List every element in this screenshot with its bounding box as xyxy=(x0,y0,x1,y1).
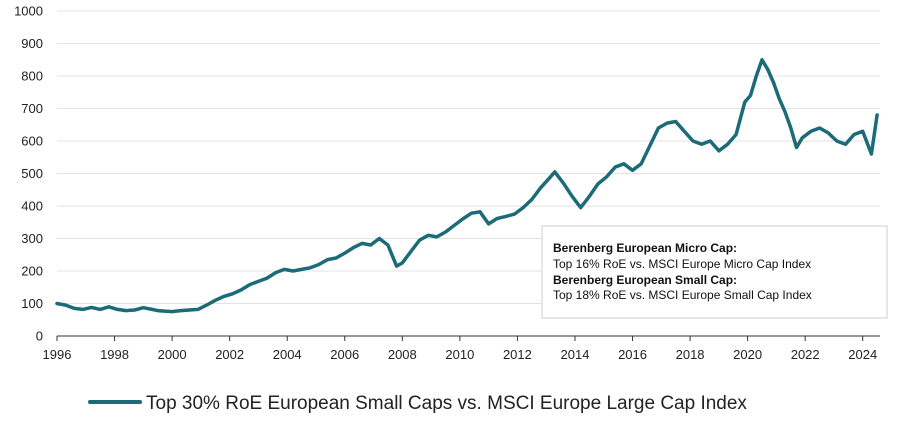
legend: Top 30% RoE European Small Caps vs. MSCI… xyxy=(88,393,747,414)
legend-label: Top 30% RoE European Small Caps vs. MSCI… xyxy=(146,393,747,414)
x-tick-label: 2002 xyxy=(215,347,244,362)
x-tick-label: 2014 xyxy=(561,347,590,362)
y-axis-ticks: 0 100 200 300 400 500 600 700 800 900 1000 xyxy=(14,4,43,344)
x-tick-label: 2016 xyxy=(618,347,647,362)
annotation-small-cap-desc: Top 18% RoE vs. MSCI Europe Small Cap In… xyxy=(553,288,812,302)
x-tick-label: 1996 xyxy=(43,347,72,362)
y-tick-label: 200 xyxy=(21,264,43,279)
y-tick-label: 300 xyxy=(21,231,43,246)
x-tick-label: 2008 xyxy=(388,347,417,362)
x-axis-ticks: 1996 1998 2000 2002 2004 2006 2008 2010 2012 2014… xyxy=(43,336,877,362)
x-tick-label: 2006 xyxy=(330,347,359,362)
y-tick-label: 100 xyxy=(21,296,43,311)
y-tick-label: 800 xyxy=(21,69,43,84)
annotation-micro-cap-desc: Top 16% RoE vs. MSCI Europe Micro Cap In… xyxy=(553,257,811,271)
annotation-small-cap-title: Berenberg European Small Cap: xyxy=(553,273,737,287)
x-tick-label: 2020 xyxy=(733,347,762,362)
x-tick-label: 2004 xyxy=(273,347,302,362)
y-tick-label: 500 xyxy=(21,166,43,181)
x-tick-label: 2012 xyxy=(503,347,532,362)
series-line-top30-roe xyxy=(55,58,879,314)
y-tick-label: 0 xyxy=(36,329,43,344)
x-tick-label: 2018 xyxy=(676,347,705,362)
y-tick-label: 400 xyxy=(21,199,43,214)
y-tick-label: 700 xyxy=(21,101,43,116)
gridlines xyxy=(57,10,880,304)
y-tick-label: 600 xyxy=(21,134,43,149)
x-tick-label: 2024 xyxy=(848,347,877,362)
x-tick-label: 2010 xyxy=(445,347,474,362)
x-tick-label: 2000 xyxy=(158,347,187,362)
x-tick-label: 2022 xyxy=(791,347,820,362)
y-tick-label: 900 xyxy=(21,36,43,51)
y-tick-label: 1000 xyxy=(14,4,43,19)
x-tick-label: 1998 xyxy=(100,347,129,362)
annotation-micro-cap-title: Berenberg European Micro Cap: xyxy=(553,241,737,255)
annotation-box: Berenberg European Micro Cap: Top 16% Ro… xyxy=(541,225,888,319)
